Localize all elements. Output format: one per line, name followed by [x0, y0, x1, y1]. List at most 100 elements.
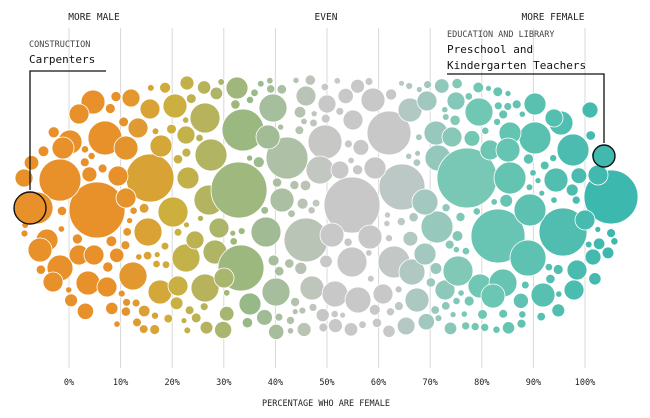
occupation-bubble — [265, 136, 309, 180]
occupation-bubble-small — [350, 78, 366, 94]
occupation-bubble-small — [137, 304, 151, 318]
occupation-bubble-small — [429, 262, 443, 275]
occupation-bubble-small — [523, 153, 535, 165]
occupation-bubble — [258, 93, 288, 123]
occupation-bubble — [118, 261, 148, 291]
occupation-bubble — [411, 188, 439, 216]
annotation-category-education: EDUCATION AND LIBRARY — [447, 30, 554, 40]
occupation-bubble — [208, 217, 230, 239]
occupation-bubble-small — [56, 205, 68, 216]
occupation-bubble-small — [76, 302, 95, 320]
occupation-bubble-small — [268, 323, 285, 340]
occupation-bubble — [190, 273, 220, 303]
occupation-bubble-small — [218, 306, 235, 322]
occupation-bubble-small — [246, 154, 254, 162]
occupation-bubble — [566, 259, 588, 281]
occupation-bubble-small — [451, 78, 463, 90]
occupation-bubble — [563, 279, 585, 301]
occupation-bubble-small — [132, 317, 142, 328]
occupation-bubble — [581, 101, 599, 119]
occupation-bubble — [213, 267, 235, 289]
occupation-bubble-small — [229, 229, 237, 237]
occupation-bubble — [493, 161, 527, 195]
occupation-bubble-small — [183, 326, 192, 335]
occupation-bubble-small — [536, 311, 546, 322]
occupation-bubble-small — [152, 259, 161, 269]
occupation-bubble-small — [492, 86, 504, 97]
occupation-bubble-small — [485, 85, 492, 92]
occupation-bubble-small — [490, 198, 498, 206]
occupation-bubble-small — [425, 277, 436, 288]
occupation-bubble — [366, 110, 412, 156]
occupation-bubble — [543, 167, 569, 193]
occupation-bubble-small — [266, 76, 274, 85]
occupation-bubble-small — [105, 301, 119, 315]
top-label-more-female: MORE FEMALE — [522, 12, 585, 23]
occupation-bubble-small — [545, 273, 556, 284]
occupation-bubble — [255, 124, 281, 150]
occupation-bubble — [307, 124, 343, 160]
occupation-bubble — [269, 187, 295, 213]
occupation-bubble-small — [534, 177, 542, 185]
occupation-bubble — [113, 135, 139, 161]
occupation-bubble-small — [118, 116, 129, 128]
occupation-bubble-small — [555, 290, 563, 298]
occupation-bubble-small — [169, 296, 184, 311]
occupation-bubble — [556, 133, 590, 167]
occupation-bubble — [495, 137, 521, 163]
occupation-bubble — [434, 279, 456, 301]
occupation-bubble — [464, 97, 494, 127]
occupation-bubble-small — [222, 289, 231, 297]
top-label-even: EVEN — [315, 12, 338, 23]
occupation-bubble-small — [472, 81, 485, 94]
occupation-bubble-small — [504, 90, 512, 98]
occupation-bubble — [584, 248, 602, 266]
occupation-bubble-small — [293, 105, 307, 119]
occupation-bubble-small — [260, 206, 270, 215]
tick-label-40: 40% — [268, 378, 283, 388]
occupation-bubble-small — [320, 113, 331, 124]
occupation-bubble-small — [229, 237, 238, 246]
occupation-bubble — [357, 224, 383, 250]
occupation-bubble-small — [291, 308, 299, 316]
occupation-bubble-small — [296, 197, 309, 210]
occupation-bubble-small — [396, 217, 406, 227]
occupation-bubble-small — [601, 246, 615, 260]
occupation-bubble-small — [149, 324, 161, 335]
tick-label-30: 30% — [216, 378, 231, 388]
bubble-cluster — [14, 74, 639, 340]
occupation-bubble — [27, 237, 53, 263]
occupation-bubble-small — [470, 322, 480, 332]
occupation-bubble-small — [570, 167, 588, 185]
occupation-bubble — [14, 168, 34, 188]
occupation-bubble-small — [393, 301, 404, 312]
occupation-bubble-small — [441, 113, 450, 121]
occupation-bubble — [513, 193, 547, 227]
occupation-bubble-small — [503, 102, 513, 111]
occupation-bubble-small — [461, 246, 471, 256]
occupation-bubble-small — [135, 253, 143, 261]
occupation-bubble-small — [371, 317, 383, 328]
occupation-bubble-small — [97, 163, 108, 174]
occupation-bubble-small — [412, 158, 422, 167]
occupation-bubble — [176, 125, 196, 145]
occupation-bubble-small — [358, 320, 367, 329]
occupation-bubble-small — [307, 206, 316, 215]
occupation-bubble-small — [423, 80, 433, 89]
occupation-bubble-small — [347, 156, 355, 165]
occupation-bubble-small — [298, 306, 307, 315]
occupation-bubble — [210, 161, 268, 219]
occupation-bubble-small — [138, 324, 149, 334]
occupation-bubble-small — [274, 266, 285, 277]
tick-label-50: 50% — [319, 378, 334, 388]
occupation-bubble — [299, 275, 325, 301]
occupation-bubble — [127, 117, 149, 139]
occupation-bubble — [323, 176, 381, 234]
occupation-bubble — [261, 277, 291, 307]
occupation-bubble — [68, 103, 90, 125]
occupation-bubble-small — [441, 106, 449, 114]
occupation-bubble — [96, 276, 118, 298]
occupation-bubble — [139, 98, 161, 120]
occupation-bubble — [330, 160, 350, 180]
occupation-bubble — [530, 282, 556, 308]
